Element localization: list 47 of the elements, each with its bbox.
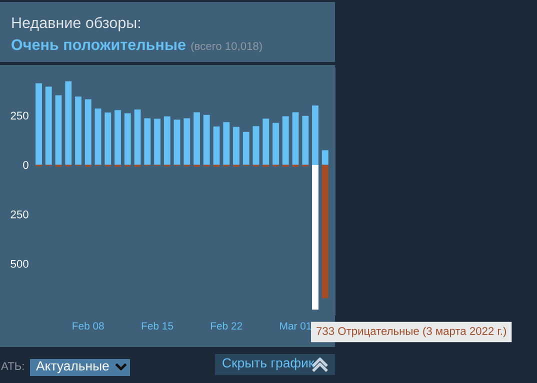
bar: [36, 83, 42, 165]
bar: [164, 116, 170, 165]
bar: [154, 118, 160, 165]
y-tick-label: 500: [10, 260, 28, 268]
y-tick-label: 250: [10, 210, 28, 218]
x-tick-label: Feb 15: [142, 322, 174, 330]
bar: [55, 95, 62, 165]
bar: [134, 109, 141, 165]
text: АТЬ:: [1, 362, 24, 370]
bar: [272, 122, 279, 165]
y-tick-label: 250: [10, 112, 28, 120]
bar: [252, 126, 260, 165]
bar: [184, 118, 190, 165]
text: Актуальные: [36, 361, 109, 374]
bar: [174, 120, 180, 165]
bar: [114, 110, 121, 165]
bar: [213, 126, 220, 165]
bar: [104, 112, 112, 165]
x-tick-label: Feb 08: [72, 322, 104, 330]
bar: [292, 112, 299, 165]
bar: [45, 86, 52, 165]
bar: [322, 150, 328, 165]
x-tick-label: Mar 01: [280, 322, 312, 330]
bar: [194, 112, 200, 165]
y-tick-label: 0: [23, 161, 28, 169]
bar: [242, 132, 250, 165]
bar: [312, 164, 318, 310]
bar: [312, 106, 318, 165]
bar: [124, 113, 131, 165]
bar: [262, 118, 270, 165]
chart-title: Недавние обзоры:: [12, 16, 140, 32]
bar: [144, 118, 151, 165]
x-tick-label: Feb 22: [211, 322, 242, 330]
bar: [233, 126, 240, 165]
bar: [94, 108, 102, 165]
bar: [75, 96, 82, 165]
bar: [223, 122, 230, 165]
text: Скрыть график: [222, 358, 314, 370]
bar: [84, 99, 92, 165]
text: 733 Отрицательные (3 марта 2022 г.): [316, 326, 506, 338]
bar: [322, 164, 328, 298]
bar: [203, 114, 210, 165]
bar: [65, 81, 72, 165]
chart-subtitle: Очень положительные: [12, 39, 186, 50]
bar: [302, 116, 309, 165]
text: (всего 10,018): [191, 42, 262, 52]
bar: [282, 116, 289, 165]
